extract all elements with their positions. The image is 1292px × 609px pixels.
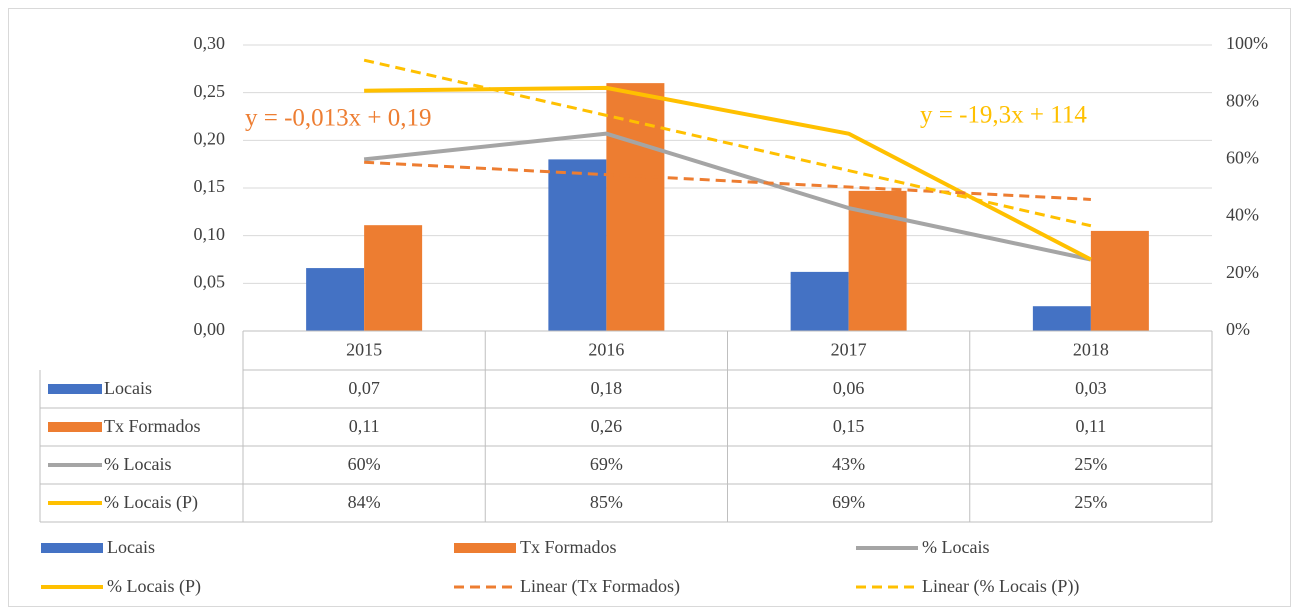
table-cell: 0,07 <box>348 378 380 398</box>
legend-label: Linear (Tx Formados) <box>520 576 680 597</box>
line <box>364 85 1092 262</box>
line <box>363 131 1092 262</box>
table-row-label: % Locais (P) <box>104 492 198 513</box>
table-cell: 0,15 <box>833 416 865 436</box>
y-tick-label: 0,10 <box>194 224 226 244</box>
y-tick-label: 0,05 <box>194 271 226 291</box>
table-cell: 0,03 <box>1075 378 1107 398</box>
x-tick-label: 2016 <box>588 340 624 360</box>
legend-label: % Locais (P) <box>107 576 201 597</box>
table-row-label: % Locais <box>104 454 171 474</box>
x-tick-label: 2018 <box>1073 340 1109 360</box>
y2-tick-label: 80% <box>1226 90 1259 110</box>
bar <box>790 271 849 331</box>
table-cell: 69% <box>590 454 623 474</box>
table-legend-key <box>48 422 102 432</box>
table-cell: 25% <box>1074 454 1107 474</box>
x-tick-label: 2017 <box>831 340 867 360</box>
table-cell: 84% <box>348 492 381 512</box>
legend-key <box>454 543 516 553</box>
y-tick-label: 0,20 <box>194 128 226 148</box>
table-cell: 0,06 <box>833 378 865 398</box>
bar <box>1032 306 1091 331</box>
table-cell: 0,18 <box>591 378 623 398</box>
table-cell: 0,11 <box>1075 416 1106 436</box>
table-cell: 0,26 <box>591 416 623 436</box>
bar <box>1090 230 1149 331</box>
table-cell: 0,11 <box>349 416 380 436</box>
bar <box>606 83 665 331</box>
y2-tick-label: 60% <box>1226 148 1259 168</box>
table-cell: 69% <box>832 492 865 512</box>
trend-equation: y = -0,013x + 0,19 <box>245 105 432 132</box>
bar <box>306 268 365 331</box>
x-tick-label: 2015 <box>346 340 382 360</box>
y-tick-label: 0,30 <box>194 33 226 53</box>
y2-tick-label: 100% <box>1226 33 1268 53</box>
y-tick-label: 0,25 <box>194 81 226 101</box>
table-row-label: Locais <box>104 378 152 398</box>
legend-label: % Locais <box>922 537 989 557</box>
bar <box>364 225 423 331</box>
trend-line <box>364 160 1091 201</box>
trend-line <box>363 58 1092 228</box>
y2-tick-label: 20% <box>1226 262 1259 282</box>
table-cell: 43% <box>832 454 865 474</box>
table-cell: 25% <box>1074 492 1107 512</box>
y-tick-label: 0,00 <box>194 319 226 339</box>
table-row-label: Tx Formados <box>104 416 201 436</box>
legend-label: Tx Formados <box>520 537 617 557</box>
y-tick-label: 0,15 <box>194 176 226 196</box>
legend-label: Linear (% Locais (P)) <box>922 576 1079 597</box>
y2-tick-label: 40% <box>1226 205 1259 225</box>
trend-equation: y = -19,3x + 114 <box>920 102 1087 129</box>
table-cell: 85% <box>590 492 623 512</box>
table-cell: 60% <box>348 454 381 474</box>
legend-label: Locais <box>107 537 155 557</box>
legend-key <box>41 543 103 553</box>
bar <box>548 159 607 331</box>
y2-tick-label: 0% <box>1226 319 1250 339</box>
table-legend-key <box>48 384 102 394</box>
